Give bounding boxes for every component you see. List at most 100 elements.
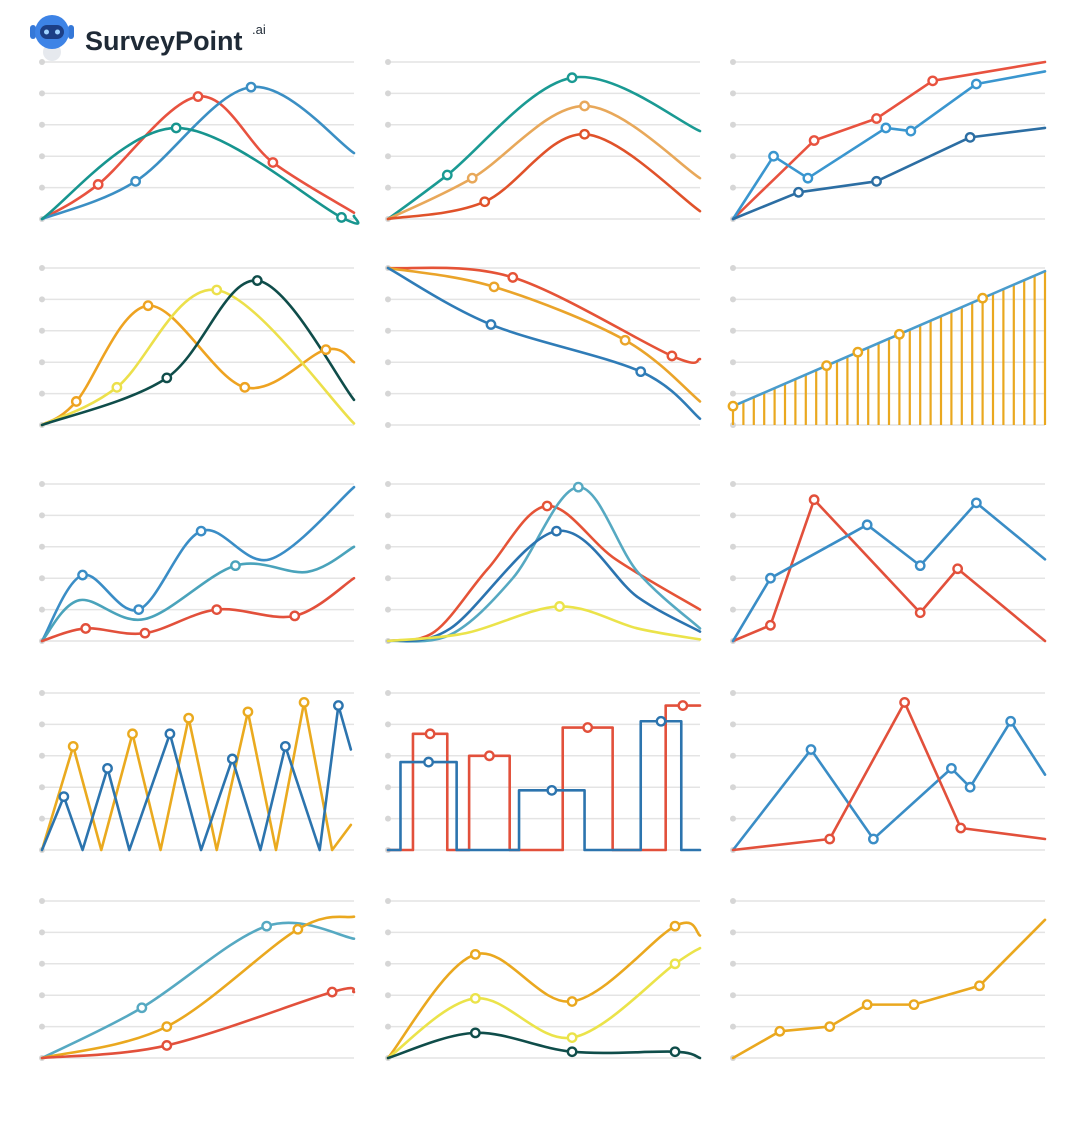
grid-dot — [730, 121, 736, 128]
grid-dot — [730, 992, 736, 999]
series-line — [386, 75, 702, 221]
data-point — [279, 740, 291, 752]
data-point — [211, 284, 223, 296]
data-point — [70, 396, 82, 407]
logo-eye — [44, 29, 49, 35]
data-point — [566, 1032, 578, 1043]
data-point — [1005, 715, 1017, 727]
series-line — [731, 60, 1047, 221]
series-line — [40, 701, 353, 852]
grid-dot — [39, 1023, 45, 1030]
data-point — [242, 706, 254, 718]
data-point — [423, 756, 434, 768]
data-point — [251, 275, 263, 286]
data-point — [441, 169, 453, 181]
data-point — [133, 604, 145, 615]
data-point — [871, 113, 882, 124]
grid-dot — [39, 481, 45, 487]
data-point — [267, 157, 279, 168]
grid-dot — [385, 59, 391, 65]
data-point — [572, 481, 584, 493]
grid-dot — [730, 898, 736, 904]
data-point — [139, 627, 151, 639]
data-point — [136, 1002, 148, 1014]
data-point — [955, 822, 967, 834]
data-point — [170, 122, 182, 134]
grid-dot — [730, 90, 736, 97]
series-line — [386, 266, 702, 365]
data-point — [92, 179, 104, 190]
grid-dot — [39, 992, 45, 999]
grid-dot — [39, 752, 45, 759]
data-point — [793, 186, 804, 198]
series-line — [386, 1031, 702, 1060]
series-line — [731, 501, 1047, 643]
grid-dot — [39, 90, 45, 97]
series-line — [40, 279, 356, 427]
data-point — [466, 172, 478, 184]
series-line — [386, 504, 702, 643]
data-point — [183, 712, 195, 724]
data-point — [669, 920, 681, 932]
grid-dot — [39, 296, 45, 303]
data-point — [332, 700, 344, 711]
grid-dot — [730, 960, 736, 967]
data-point — [566, 996, 578, 1007]
data-point — [666, 350, 678, 362]
data-point — [914, 560, 926, 572]
grid-dot — [39, 327, 45, 334]
grid-dot — [385, 153, 391, 160]
data-point — [765, 619, 776, 631]
data-point — [880, 122, 892, 134]
data-point — [77, 569, 88, 581]
grid-dot — [385, 784, 391, 791]
data-point — [974, 980, 985, 992]
grid-dot — [385, 606, 391, 613]
data-point — [192, 91, 204, 102]
grid-dot — [730, 575, 736, 582]
grid-dot — [385, 690, 391, 696]
grid-dot — [39, 815, 45, 822]
series-line — [40, 915, 356, 1060]
data-point — [507, 272, 519, 283]
data-point — [326, 986, 338, 998]
grid-dot — [730, 390, 736, 397]
data-point — [914, 607, 926, 619]
grid-dot — [730, 481, 736, 487]
grid-dot — [730, 929, 736, 936]
data-point — [927, 75, 939, 87]
data-point — [970, 78, 982, 90]
logo-ear — [68, 25, 74, 39]
data-point — [541, 500, 553, 512]
data-point — [824, 1021, 836, 1032]
grid-dot — [39, 784, 45, 791]
data-point — [298, 697, 310, 708]
series-line — [386, 704, 702, 852]
series-line — [40, 921, 356, 1060]
logo-icon — [30, 15, 74, 61]
data-point — [261, 920, 273, 932]
data-point — [765, 572, 776, 584]
grid-dot — [385, 992, 391, 999]
grid-dot — [730, 59, 736, 65]
series-line — [40, 485, 356, 643]
grid-dot — [39, 543, 45, 550]
data-point — [161, 1021, 173, 1032]
grid-dot — [730, 359, 736, 366]
data-point — [952, 563, 964, 575]
data-point — [852, 346, 864, 358]
logo-ear — [30, 25, 36, 39]
series-line — [40, 95, 356, 221]
grid-dot — [39, 575, 45, 582]
data-point — [808, 135, 820, 146]
series-line — [40, 85, 356, 221]
series-line — [731, 918, 1047, 1060]
grid-dot — [730, 721, 736, 728]
grid-dot — [730, 184, 736, 191]
grid-dot — [730, 296, 736, 303]
data-point — [469, 992, 481, 1004]
grid-dot — [39, 721, 45, 728]
data-point — [894, 328, 905, 340]
grid-dot — [730, 784, 736, 791]
data-point — [805, 744, 817, 755]
